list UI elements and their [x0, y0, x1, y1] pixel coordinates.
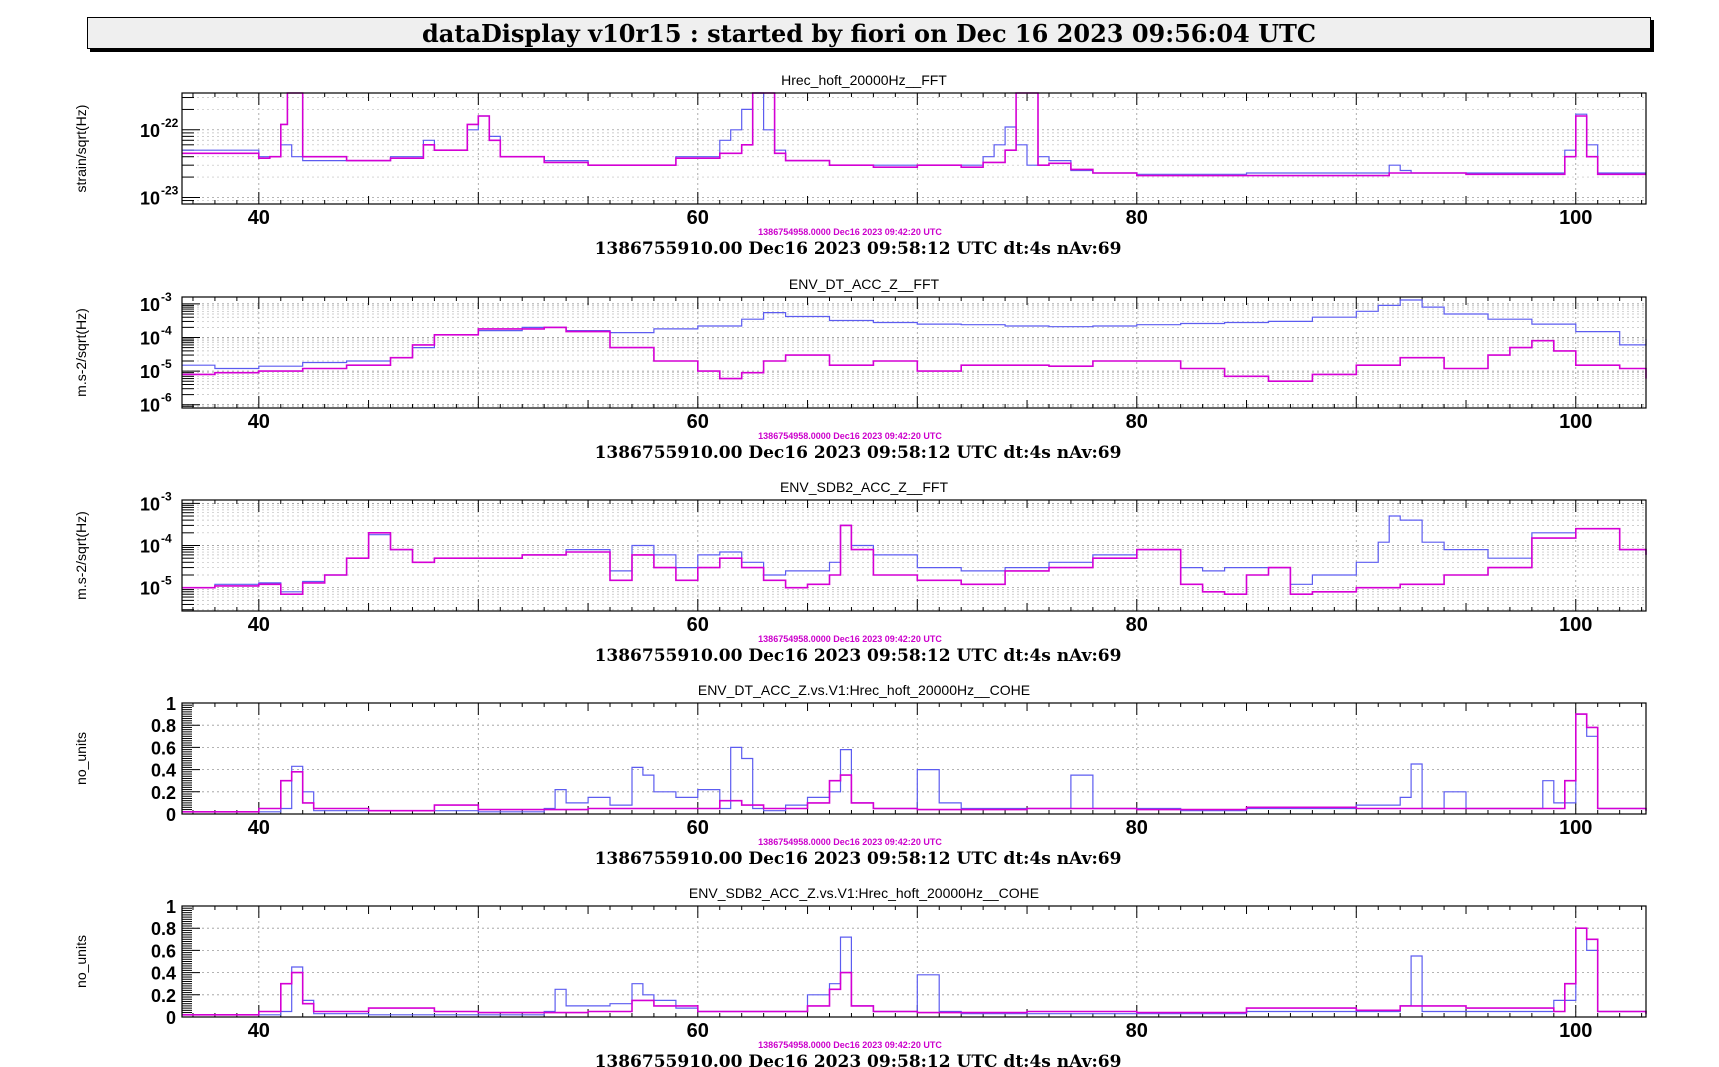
x-tick-label: 80: [1126, 817, 1148, 839]
reference-time-label: 1386754958.0000 Dec16 2023 09:42:20 UTC: [758, 1040, 942, 1050]
y-tick-label: 0.8: [151, 716, 176, 736]
x-tick-label: 80: [1126, 411, 1148, 433]
y-tick-exponent: -22: [161, 116, 179, 130]
plot-frame: [181, 92, 1647, 205]
x-tick-label: 40: [248, 1020, 270, 1042]
y-tick-label: 0.2: [151, 986, 176, 1006]
y-tick-label: 10: [140, 494, 160, 514]
y-tick-exponent: -3: [161, 489, 172, 503]
y-tick-label: 0: [166, 1008, 176, 1028]
panel-title: Hrec_hoft_20000Hz__FFT: [781, 72, 947, 88]
series-reference-line: [182, 713, 1647, 813]
y-tick-label: 0.6: [151, 738, 176, 758]
x-tick-label: 60: [687, 411, 709, 433]
display-title-banner: dataDisplay v10r15 : started by fiori on…: [87, 17, 1651, 49]
reference-time-label: 1386754958.0000 Dec16 2023 09:42:20 UTC: [758, 837, 942, 847]
y-tick-label: 10: [140, 295, 160, 315]
x-tick-label: 60: [687, 817, 709, 839]
y-axis-label: m.s-2/sqrt(Hz): [73, 511, 89, 600]
series-reference-line: [182, 92, 1646, 177]
plot-area: [182, 297, 1646, 408]
x-tick-label: 40: [248, 411, 270, 433]
panel-title: ENV_DT_ACC_Z__FFT: [789, 276, 940, 292]
y-tick-label: 1: [166, 897, 176, 917]
x-tick-label: 60: [687, 614, 709, 636]
y-tick-exponent: -23: [161, 183, 179, 197]
panel-footer: 1386755910.00 Dec16 2023 09:58:12 UTC dt…: [595, 239, 1122, 259]
x-tick-label: 40: [248, 614, 270, 636]
y-tick-label: 1: [166, 694, 176, 714]
chart-panel-4: ENV_DT_ACC_Z.vs.V1:Hrec_hoft_20000Hz__CO…: [73, 682, 1647, 869]
y-tick-exponent: -5: [161, 357, 172, 371]
display-title: dataDisplay v10r15 : started by fiori on…: [422, 18, 1316, 48]
plot-area: [182, 906, 1646, 1017]
y-tick-label: 0.8: [151, 919, 176, 939]
series-reference-line: [182, 524, 1647, 595]
panel-title: ENV_SDB2_ACC_Z__FFT: [780, 479, 949, 495]
reference-time-label: 1386754958.0000 Dec16 2023 09:42:20 UTC: [758, 431, 942, 441]
panel-title: ENV_DT_ACC_Z.vs.V1:Hrec_hoft_20000Hz__CO…: [698, 682, 1030, 698]
panel-footer: 1386755910.00 Dec16 2023 09:58:12 UTC dt…: [595, 849, 1122, 869]
x-tick-label: 40: [248, 207, 270, 229]
y-tick-label: 0: [166, 805, 176, 825]
x-tick-label: 80: [1126, 1020, 1148, 1042]
x-tick-label: 100: [1559, 411, 1592, 433]
y-tick-label: 10: [140, 579, 160, 599]
x-tick-label: 40: [248, 817, 270, 839]
chart-panel-5: ENV_SDB2_ACC_Z.vs.V1:Hrec_hoft_20000Hz__…: [73, 885, 1647, 1067]
x-tick-label: 60: [687, 1020, 709, 1042]
y-tick-exponent: -6: [161, 391, 172, 405]
x-tick-label: 60: [687, 207, 709, 229]
plot-area: [182, 703, 1646, 814]
x-tick-label: 100: [1559, 614, 1592, 636]
panel-footer: 1386755910.00 Dec16 2023 09:58:12 UTC dt…: [595, 443, 1122, 463]
y-tick-label: 10: [140, 362, 160, 382]
series-current-line: [182, 299, 1647, 370]
y-tick-label: 10: [140, 328, 160, 348]
panel-footer: 1386755910.00 Dec16 2023 09:58:12 UTC dt…: [595, 646, 1122, 666]
series-reference-line: [182, 927, 1647, 1016]
x-tick-label: 100: [1559, 1020, 1592, 1042]
plot-area: [182, 93, 1646, 204]
y-tick-exponent: -5: [161, 574, 172, 588]
y-tick-label: 0.4: [151, 761, 176, 781]
plot-frame: [181, 499, 1647, 612]
y-tick-label: 10: [140, 537, 160, 557]
x-tick-label: 100: [1559, 207, 1592, 229]
y-tick-label: 10: [140, 121, 160, 141]
y-axis-label: strain/sqrt(Hz): [73, 105, 89, 193]
y-axis-label: no_units: [73, 935, 89, 988]
panel-footer: 1386755910.00 Dec16 2023 09:58:12 UTC dt…: [595, 1052, 1122, 1067]
y-tick-exponent: -3: [161, 290, 172, 304]
plot-frame: [181, 296, 1647, 409]
x-tick-label: 80: [1126, 207, 1148, 229]
y-tick-label: 0.2: [151, 783, 176, 803]
x-tick-label: 100: [1559, 817, 1592, 839]
y-axis-label: m.s-2/sqrt(Hz): [73, 308, 89, 397]
y-tick-label: 10: [140, 188, 160, 208]
panel-title: ENV_SDB2_ACC_Z.vs.V1:Hrec_hoft_20000Hz__…: [689, 885, 1039, 901]
y-axis-label: no_units: [73, 732, 89, 785]
y-tick-label: 10: [140, 396, 160, 416]
y-tick-label: 0.6: [151, 941, 176, 961]
x-tick-label: 80: [1126, 614, 1148, 636]
y-tick-exponent: -4: [161, 323, 172, 337]
series-reference-line: [182, 326, 1647, 382]
plot-frame: [181, 702, 1647, 815]
y-tick-label: 0.4: [151, 964, 176, 984]
plot-frame: [181, 905, 1647, 1018]
y-tick-exponent: -4: [161, 532, 172, 546]
reference-time-label: 1386754958.0000 Dec16 2023 09:42:20 UTC: [758, 227, 942, 237]
reference-time-label: 1386754958.0000 Dec16 2023 09:42:20 UTC: [758, 634, 942, 644]
